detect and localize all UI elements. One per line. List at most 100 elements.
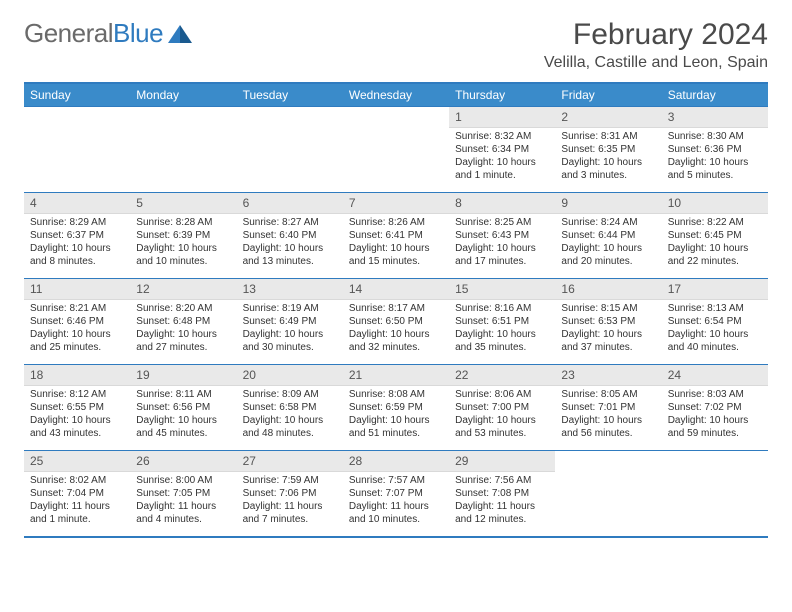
sunset-text: Sunset: 6:49 PM	[243, 315, 337, 328]
calendar-cell: 10Sunrise: 8:22 AMSunset: 6:45 PMDayligh…	[662, 193, 768, 279]
daylight-text: Daylight: 10 hours and 43 minutes.	[30, 414, 124, 440]
calendar-body: ........1Sunrise: 8:32 AMSunset: 6:34 PM…	[24, 107, 768, 537]
day-number: 16	[555, 279, 661, 300]
daylight-text: Daylight: 11 hours and 4 minutes.	[136, 500, 230, 526]
weekday-header: Monday	[130, 83, 236, 107]
day-details: Sunrise: 7:57 AMSunset: 7:07 PMDaylight:…	[343, 472, 449, 528]
sunset-text: Sunset: 6:58 PM	[243, 401, 337, 414]
calendar-cell: 9Sunrise: 8:24 AMSunset: 6:44 PMDaylight…	[555, 193, 661, 279]
calendar-cell: 24Sunrise: 8:03 AMSunset: 7:02 PMDayligh…	[662, 365, 768, 451]
sunrise-text: Sunrise: 8:03 AM	[668, 388, 762, 401]
daylight-text: Daylight: 10 hours and 3 minutes.	[561, 156, 655, 182]
weekday-header: Tuesday	[237, 83, 343, 107]
calendar-week: ........1Sunrise: 8:32 AMSunset: 6:34 PM…	[24, 107, 768, 193]
weekday-row: SundayMondayTuesdayWednesdayThursdayFrid…	[24, 83, 768, 107]
sunrise-text: Sunrise: 8:22 AM	[668, 216, 762, 229]
logo-word2: Blue	[113, 18, 163, 48]
sunrise-text: Sunrise: 8:12 AM	[30, 388, 124, 401]
day-details: Sunrise: 8:00 AMSunset: 7:05 PMDaylight:…	[130, 472, 236, 528]
day-details: Sunrise: 8:11 AMSunset: 6:56 PMDaylight:…	[130, 386, 236, 442]
sunset-text: Sunset: 6:53 PM	[561, 315, 655, 328]
day-number: 24	[662, 365, 768, 386]
calendar-week: 11Sunrise: 8:21 AMSunset: 6:46 PMDayligh…	[24, 279, 768, 365]
sunrise-text: Sunrise: 8:30 AM	[668, 130, 762, 143]
calendar-cell: 1Sunrise: 8:32 AMSunset: 6:34 PMDaylight…	[449, 107, 555, 193]
daylight-text: Daylight: 10 hours and 48 minutes.	[243, 414, 337, 440]
sunset-text: Sunset: 6:43 PM	[455, 229, 549, 242]
logo: GeneralBlue	[24, 18, 193, 49]
day-details: Sunrise: 8:30 AMSunset: 6:36 PMDaylight:…	[662, 128, 768, 184]
sunset-text: Sunset: 6:46 PM	[30, 315, 124, 328]
daylight-text: Daylight: 10 hours and 20 minutes.	[561, 242, 655, 268]
triangle-icon	[167, 23, 193, 45]
day-details: Sunrise: 8:21 AMSunset: 6:46 PMDaylight:…	[24, 300, 130, 356]
day-number: 19	[130, 365, 236, 386]
sunrise-text: Sunrise: 8:21 AM	[30, 302, 124, 315]
weekday-header: Saturday	[662, 83, 768, 107]
calendar-cell: 15Sunrise: 8:16 AMSunset: 6:51 PMDayligh…	[449, 279, 555, 365]
day-number: 18	[24, 365, 130, 386]
day-details: Sunrise: 8:17 AMSunset: 6:50 PMDaylight:…	[343, 300, 449, 356]
calendar-cell: 28Sunrise: 7:57 AMSunset: 7:07 PMDayligh…	[343, 451, 449, 537]
day-number: 11	[24, 279, 130, 300]
sunset-text: Sunset: 7:08 PM	[455, 487, 549, 500]
sunset-text: Sunset: 7:00 PM	[455, 401, 549, 414]
daylight-text: Daylight: 10 hours and 10 minutes.	[136, 242, 230, 268]
sunset-text: Sunset: 6:40 PM	[243, 229, 337, 242]
sunset-text: Sunset: 6:41 PM	[349, 229, 443, 242]
header: GeneralBlue February 2024 Velilla, Casti…	[24, 18, 768, 72]
calendar-table: SundayMondayTuesdayWednesdayThursdayFrid…	[24, 82, 768, 538]
sunrise-text: Sunrise: 8:24 AM	[561, 216, 655, 229]
calendar-cell: ..	[662, 451, 768, 537]
sunset-text: Sunset: 6:55 PM	[30, 401, 124, 414]
daylight-text: Daylight: 10 hours and 35 minutes.	[455, 328, 549, 354]
sunset-text: Sunset: 7:02 PM	[668, 401, 762, 414]
sunrise-text: Sunrise: 8:19 AM	[243, 302, 337, 315]
calendar-cell: 26Sunrise: 8:00 AMSunset: 7:05 PMDayligh…	[130, 451, 236, 537]
daylight-text: Daylight: 10 hours and 25 minutes.	[30, 328, 124, 354]
calendar-cell: 16Sunrise: 8:15 AMSunset: 6:53 PMDayligh…	[555, 279, 661, 365]
day-number: 14	[343, 279, 449, 300]
calendar-cell: ..	[130, 107, 236, 193]
daylight-text: Daylight: 10 hours and 13 minutes.	[243, 242, 337, 268]
sunset-text: Sunset: 7:01 PM	[561, 401, 655, 414]
calendar-cell: ..	[24, 107, 130, 193]
day-number: 23	[555, 365, 661, 386]
day-details: Sunrise: 8:15 AMSunset: 6:53 PMDaylight:…	[555, 300, 661, 356]
calendar-cell: 25Sunrise: 8:02 AMSunset: 7:04 PMDayligh…	[24, 451, 130, 537]
sunset-text: Sunset: 7:04 PM	[30, 487, 124, 500]
sunrise-text: Sunrise: 8:13 AM	[668, 302, 762, 315]
day-details: Sunrise: 8:05 AMSunset: 7:01 PMDaylight:…	[555, 386, 661, 442]
weekday-header: Wednesday	[343, 83, 449, 107]
daylight-text: Daylight: 10 hours and 8 minutes.	[30, 242, 124, 268]
calendar-cell: 7Sunrise: 8:26 AMSunset: 6:41 PMDaylight…	[343, 193, 449, 279]
sunset-text: Sunset: 6:54 PM	[668, 315, 762, 328]
day-details: Sunrise: 8:25 AMSunset: 6:43 PMDaylight:…	[449, 214, 555, 270]
sunrise-text: Sunrise: 8:08 AM	[349, 388, 443, 401]
sunset-text: Sunset: 6:44 PM	[561, 229, 655, 242]
calendar-cell: ..	[343, 107, 449, 193]
daylight-text: Daylight: 10 hours and 15 minutes.	[349, 242, 443, 268]
month-title: February 2024	[544, 18, 768, 52]
sunrise-text: Sunrise: 8:16 AM	[455, 302, 549, 315]
day-details: Sunrise: 8:19 AMSunset: 6:49 PMDaylight:…	[237, 300, 343, 356]
sunrise-text: Sunrise: 8:09 AM	[243, 388, 337, 401]
sunset-text: Sunset: 6:45 PM	[668, 229, 762, 242]
day-number: 8	[449, 193, 555, 214]
daylight-text: Daylight: 10 hours and 45 minutes.	[136, 414, 230, 440]
sunrise-text: Sunrise: 8:32 AM	[455, 130, 549, 143]
day-number: 15	[449, 279, 555, 300]
sunrise-text: Sunrise: 7:57 AM	[349, 474, 443, 487]
sunset-text: Sunset: 7:05 PM	[136, 487, 230, 500]
daylight-text: Daylight: 11 hours and 1 minute.	[30, 500, 124, 526]
calendar-cell: 29Sunrise: 7:56 AMSunset: 7:08 PMDayligh…	[449, 451, 555, 537]
daylight-text: Daylight: 11 hours and 10 minutes.	[349, 500, 443, 526]
weekday-header: Friday	[555, 83, 661, 107]
sunset-text: Sunset: 7:06 PM	[243, 487, 337, 500]
sunset-text: Sunset: 6:34 PM	[455, 143, 549, 156]
sunrise-text: Sunrise: 8:02 AM	[30, 474, 124, 487]
day-details: Sunrise: 8:20 AMSunset: 6:48 PMDaylight:…	[130, 300, 236, 356]
logo-word1: General	[24, 18, 113, 48]
calendar-cell: 6Sunrise: 8:27 AMSunset: 6:40 PMDaylight…	[237, 193, 343, 279]
day-number: 28	[343, 451, 449, 472]
